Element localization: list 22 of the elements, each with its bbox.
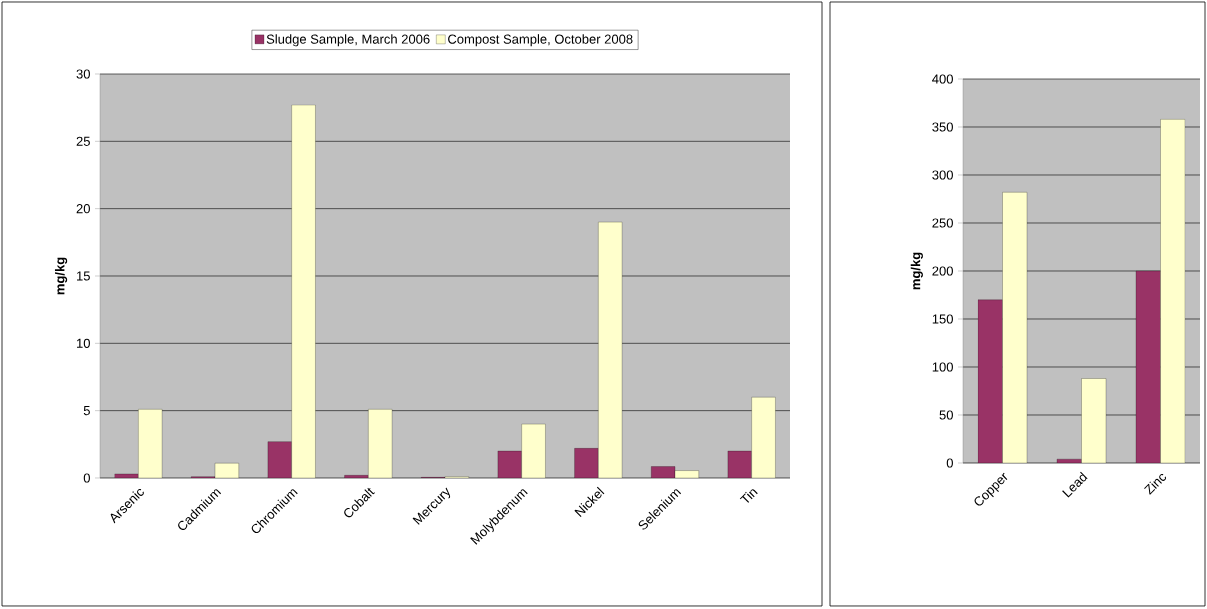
y-tick-label: 200 [932, 266, 953, 276]
y-axis-title: mg/kg [54, 257, 68, 295]
y-tick-label: 0 [83, 473, 90, 483]
y-tick-label: 10 [77, 338, 90, 348]
y-tick-label: 150 [932, 314, 953, 324]
legend-label: Sludge Sample, March 2006 [266, 34, 430, 47]
y-tick-label: 0 [946, 458, 953, 468]
x-tick-label: Tin [739, 489, 758, 503]
y-axis-title: mg/kg [910, 252, 923, 290]
y-tick-label: 300 [932, 170, 953, 180]
y-tick-label: 15 [77, 271, 90, 281]
y-tick-label: 350 [932, 122, 953, 132]
legend-label: Compost Sample, October 2008 [448, 34, 633, 47]
y-tick-label: 5 [83, 406, 90, 416]
y-tick-label: 400 [932, 74, 953, 84]
x-tick-label: Zinc [1144, 474, 1167, 495]
y-tick-label: 20 [76, 204, 90, 214]
y-tick-label: 50 [939, 410, 953, 420]
y-tick-label: 250 [932, 218, 953, 228]
y-tick-label: 30 [76, 69, 90, 79]
y-tick-label: 25 [76, 136, 90, 146]
y-tick-label: 100 [932, 362, 953, 372]
